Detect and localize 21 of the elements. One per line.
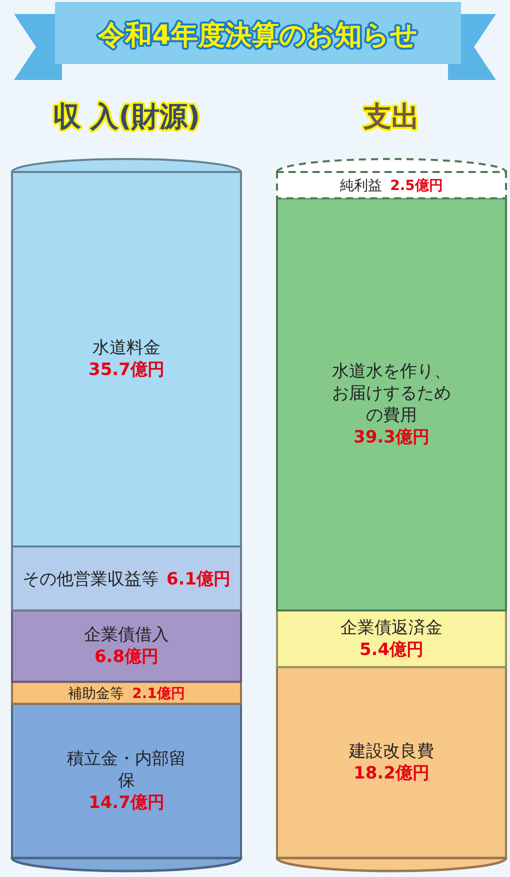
data-label: 14.7億円 (88, 792, 164, 813)
data-label: 2.5億円 (390, 177, 443, 194)
data-label: 39.3億円 (354, 427, 430, 448)
series-label: 水道料金 (92, 338, 160, 358)
series-label: 積立金・内部留保 (67, 748, 186, 791)
x-tick-label: 収 入(財源) (52, 100, 200, 133)
series-label: 建設改良費 (348, 742, 434, 762)
data-label: 5.4億円 (359, 640, 424, 660)
series-label: その他営業収益等 (22, 570, 158, 590)
series-label: 企業債借入 (84, 625, 169, 646)
data-label: 6.8億円 (94, 647, 159, 668)
series-label: 企業債返済金 (340, 618, 442, 638)
series-label: 補助金等 (68, 686, 124, 702)
series-label: 水道水を作り、お届けするための費用 (332, 361, 451, 426)
data-label: 6.1億円 (166, 570, 231, 590)
data-label: 18.2億円 (354, 764, 430, 784)
x-tick-label: 支出 (362, 100, 420, 133)
series-label: 純利益 (340, 178, 382, 194)
data-label: 35.7億円 (88, 360, 164, 380)
chart-title: 令和4年度決算のお知らせ (97, 20, 418, 51)
data-label: 2.1億円 (132, 684, 185, 702)
